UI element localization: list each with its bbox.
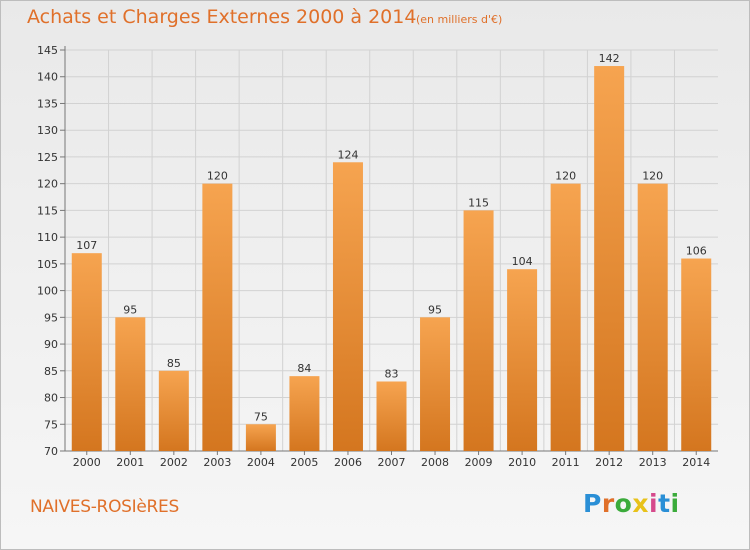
chart-subtitle: (en milliers d'€): [416, 13, 503, 26]
bar: [681, 258, 712, 451]
y-tick-label: 115: [37, 204, 58, 217]
data-label: 84: [297, 362, 311, 375]
proxiti-logo: Proxiti: [583, 489, 680, 518]
bar: [71, 253, 102, 451]
axes: 70 75 80 85 90 95 100 105 110 115 120 125 130 135 140 1…: [37, 44, 718, 469]
x-tick-label: 2004: [247, 456, 275, 469]
y-tick-label: 140: [37, 71, 58, 84]
bar: [550, 183, 581, 451]
data-label: 124: [337, 148, 358, 161]
y-tick-label: 145: [37, 44, 58, 57]
data-label: 95: [123, 303, 137, 316]
x-tick-label: 2014: [682, 456, 710, 469]
y-tick-label: 75: [44, 418, 58, 431]
data-label: 115: [468, 196, 489, 209]
x-tick-label: 2001: [116, 456, 144, 469]
x-tick-label: 2011: [552, 456, 580, 469]
bar: [158, 370, 189, 451]
bar: [289, 376, 320, 451]
y-tick-label: 95: [44, 311, 58, 324]
bar: [463, 210, 494, 451]
data-label: 104: [512, 255, 533, 268]
bar: [594, 66, 625, 451]
bar: [115, 317, 146, 451]
data-label: 95: [428, 303, 442, 316]
bar: [245, 424, 276, 451]
x-tick-label: 2013: [639, 456, 667, 469]
x-tick-label: 2005: [290, 456, 318, 469]
y-tick-label: 130: [37, 124, 58, 137]
y-tick-label: 105: [37, 258, 58, 271]
data-label: 106: [686, 245, 707, 258]
bar: [507, 269, 538, 451]
bar: [420, 317, 451, 451]
data-label: 120: [642, 170, 663, 183]
bar: [202, 183, 233, 451]
bars: [71, 66, 712, 451]
x-tick-label: 2003: [203, 456, 231, 469]
x-tick-label: 2000: [73, 456, 101, 469]
y-tick-label: 135: [37, 97, 58, 110]
y-tick-label: 70: [44, 445, 58, 458]
x-tick-label: 2010: [508, 456, 536, 469]
bar: [332, 162, 363, 451]
bar: [376, 381, 407, 451]
data-label: 83: [385, 367, 399, 380]
y-tick-label: 110: [37, 231, 58, 244]
data-labels: 107 95 85 120 75 84 124 83 95 115 104 120 142 120 106: [76, 52, 706, 423]
data-label: 85: [167, 357, 181, 370]
x-tick-label: 2009: [465, 456, 493, 469]
y-tick-label: 125: [37, 151, 58, 164]
x-tick-label: 2006: [334, 456, 362, 469]
y-tick-label: 120: [37, 178, 58, 191]
x-tick-label: 2012: [595, 456, 623, 469]
data-label: 107: [76, 239, 97, 252]
data-label: 120: [207, 170, 228, 183]
chart-title: Achats et Charges Externes 2000 à 2014: [27, 6, 417, 28]
data-label: 75: [254, 410, 268, 423]
data-label: 142: [599, 52, 620, 65]
y-tick-label: 80: [44, 392, 58, 405]
x-tick-label: 2008: [421, 456, 449, 469]
bar: [637, 183, 668, 451]
x-tick-label: 2007: [378, 456, 406, 469]
y-tick-label: 85: [44, 365, 58, 378]
y-tick-label: 100: [37, 285, 58, 298]
x-tick-label: 2002: [160, 456, 188, 469]
data-label: 120: [555, 170, 576, 183]
y-tick-label: 90: [44, 338, 58, 351]
place-name: NAIVES-ROSIèRES: [30, 497, 179, 517]
